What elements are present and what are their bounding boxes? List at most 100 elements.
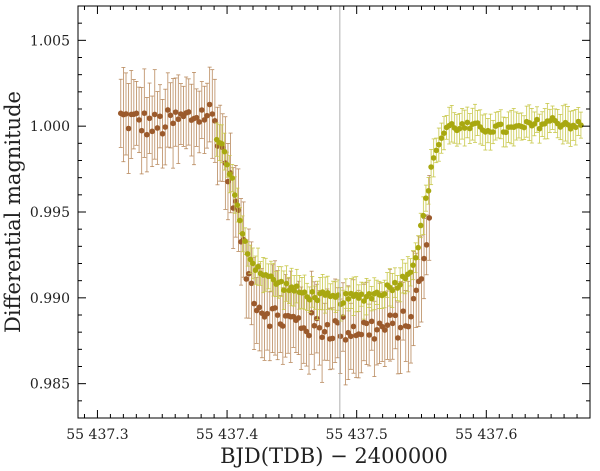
data-point	[503, 129, 509, 136]
data-point	[337, 333, 344, 340]
data-point	[146, 115, 153, 122]
data-point	[415, 244, 421, 251]
data-point	[309, 289, 316, 295]
data-point	[565, 121, 571, 128]
data-point	[209, 111, 216, 117]
data-point	[149, 128, 155, 135]
data-point	[366, 332, 372, 338]
data-layer	[117, 66, 584, 386]
data-point	[256, 304, 263, 311]
data-point	[281, 287, 287, 294]
data-point	[196, 119, 203, 125]
data-point	[255, 263, 261, 270]
data-point	[536, 125, 543, 132]
data-point	[248, 280, 255, 287]
data-point	[224, 161, 230, 168]
axis-ticks: 55 437.3 55 437.4 55 437.5 55 437.6 0.985 0.9…	[30, 5, 591, 443]
data-point	[400, 308, 406, 314]
data-point	[368, 318, 375, 325]
data-point	[408, 313, 414, 320]
data-point	[425, 188, 432, 194]
data-point	[358, 331, 365, 338]
data-point	[436, 141, 442, 148]
data-point	[247, 256, 254, 263]
data-point	[572, 124, 579, 131]
data-point	[154, 125, 161, 131]
data-point	[221, 148, 228, 155]
data-point	[204, 112, 210, 119]
data-point	[212, 118, 218, 124]
data-point	[234, 202, 241, 208]
data-point	[430, 155, 437, 161]
data-point	[319, 334, 325, 341]
data-point	[185, 109, 192, 115]
data-point	[272, 305, 278, 311]
data-point	[193, 114, 200, 121]
data-point	[280, 323, 286, 329]
data-point	[456, 125, 463, 132]
data-point	[521, 124, 527, 131]
data-point	[239, 231, 246, 237]
data-point	[371, 336, 378, 342]
data-point	[490, 129, 496, 135]
data-point	[441, 130, 447, 136]
data-point	[421, 255, 427, 262]
data-point	[381, 291, 388, 297]
data-point	[324, 321, 331, 328]
data-point	[314, 297, 321, 304]
series-1-error-bars	[118, 66, 432, 386]
data-point	[219, 140, 225, 147]
data-point	[201, 117, 208, 123]
data-point	[136, 117, 142, 123]
data-point	[231, 192, 238, 198]
data-point	[170, 120, 176, 127]
data-point	[314, 315, 320, 322]
data-point	[283, 280, 290, 287]
data-point	[243, 276, 250, 282]
data-point	[410, 262, 416, 268]
data-point	[291, 288, 297, 294]
data-point	[264, 310, 270, 317]
data-point	[303, 328, 310, 335]
data-point	[358, 291, 365, 297]
data-point	[251, 300, 257, 307]
data-point	[165, 107, 171, 113]
data-point	[342, 337, 349, 343]
data-point	[397, 324, 404, 331]
data-point	[123, 111, 129, 117]
data-point	[306, 332, 312, 339]
data-point	[405, 323, 412, 330]
data-point	[392, 279, 398, 286]
data-point	[172, 109, 179, 115]
data-point	[345, 296, 352, 302]
data-point	[311, 322, 318, 329]
data-point	[382, 327, 388, 333]
data-point	[316, 324, 323, 331]
x-axis-label: BJD(TDB) − 2400000	[220, 444, 448, 468]
data-point	[293, 283, 300, 289]
data-point	[141, 110, 148, 116]
series-2-points	[213, 114, 584, 308]
data-point	[229, 175, 235, 181]
data-point	[295, 315, 302, 321]
data-point	[413, 287, 419, 294]
data-point	[395, 335, 401, 341]
data-point	[459, 120, 465, 127]
data-point	[412, 254, 419, 261]
data-point	[159, 130, 166, 137]
data-point	[125, 125, 132, 132]
data-point	[199, 107, 205, 113]
data-point	[157, 113, 163, 120]
series-2	[213, 103, 584, 322]
data-point	[426, 215, 433, 221]
data-point	[392, 312, 399, 319]
data-point	[397, 281, 403, 288]
y-tick-label: 1.005	[30, 33, 70, 49]
data-point	[389, 320, 396, 327]
data-point	[138, 127, 145, 134]
data-point	[368, 295, 375, 302]
data-point	[389, 287, 396, 294]
data-point	[270, 276, 277, 283]
data-point	[343, 290, 349, 297]
data-point	[448, 120, 455, 127]
